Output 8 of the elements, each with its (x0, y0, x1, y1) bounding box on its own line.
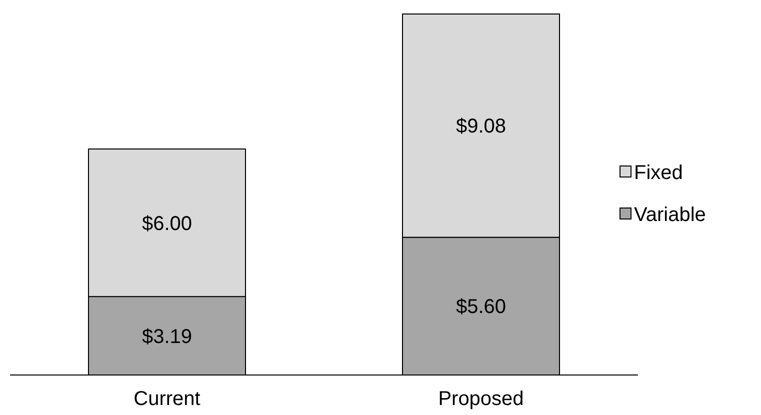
data-label: $5.60 (456, 296, 506, 318)
data-label: $3.19 (142, 326, 192, 348)
legend-label: Fixed (634, 162, 683, 184)
x-tick-label: Current (134, 388, 201, 410)
data-label: $6.00 (142, 212, 192, 235)
data-label: $9.08 (456, 116, 506, 138)
legend-label: Variable (634, 204, 706, 226)
x-tick-label: Proposed (438, 388, 524, 410)
